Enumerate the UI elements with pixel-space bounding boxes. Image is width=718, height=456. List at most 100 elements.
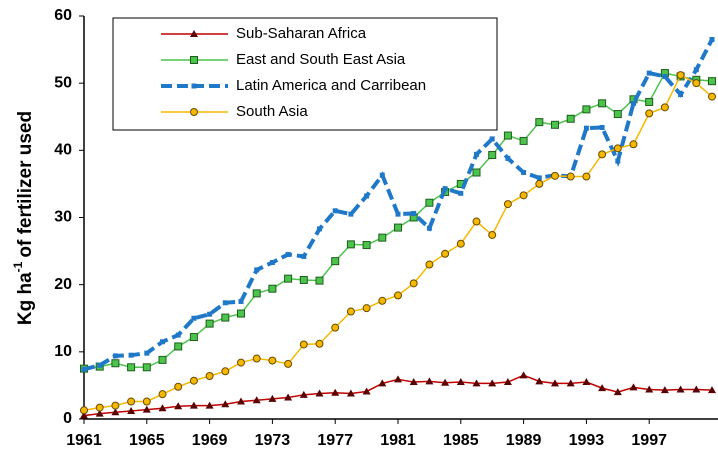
point bbox=[519, 191, 528, 200]
point bbox=[111, 359, 120, 368]
point bbox=[207, 311, 213, 317]
point bbox=[645, 385, 654, 393]
point bbox=[205, 401, 214, 409]
point bbox=[158, 404, 167, 412]
x-tick-label: 1985 bbox=[443, 432, 479, 449]
point bbox=[268, 356, 277, 365]
point bbox=[378, 296, 387, 305]
point bbox=[142, 405, 151, 413]
point bbox=[631, 100, 636, 106]
point bbox=[519, 371, 528, 379]
point bbox=[315, 276, 324, 285]
point bbox=[97, 362, 103, 368]
point bbox=[252, 396, 261, 404]
point bbox=[331, 388, 340, 396]
point bbox=[348, 211, 354, 217]
point bbox=[582, 105, 591, 114]
y-tick-label: 40 bbox=[54, 142, 72, 159]
point bbox=[613, 110, 622, 119]
point bbox=[456, 378, 465, 386]
point bbox=[693, 67, 699, 73]
point bbox=[299, 275, 308, 284]
point bbox=[317, 226, 322, 232]
point bbox=[442, 186, 448, 192]
y-label-sup: -1 bbox=[11, 261, 25, 272]
point bbox=[692, 79, 701, 88]
point bbox=[174, 342, 183, 351]
point bbox=[95, 403, 104, 412]
series bbox=[80, 371, 716, 419]
point bbox=[489, 136, 495, 142]
point bbox=[395, 211, 401, 217]
x-tick-label: 1977 bbox=[317, 432, 353, 449]
point bbox=[144, 350, 150, 356]
point bbox=[128, 352, 134, 358]
legend-label: South Asia bbox=[236, 103, 308, 120]
point bbox=[535, 377, 544, 385]
point bbox=[599, 124, 605, 130]
point bbox=[362, 387, 371, 395]
point bbox=[629, 140, 638, 149]
y-tick-label: 0 bbox=[63, 410, 72, 427]
point bbox=[315, 339, 324, 348]
point bbox=[189, 376, 198, 385]
y-tick-label: 30 bbox=[54, 209, 72, 226]
point bbox=[332, 208, 338, 214]
point bbox=[645, 97, 654, 106]
point bbox=[158, 355, 167, 364]
point bbox=[678, 92, 684, 98]
point bbox=[645, 109, 654, 118]
y-tick-label: 10 bbox=[54, 343, 72, 360]
point bbox=[503, 200, 512, 209]
point bbox=[221, 313, 230, 322]
point bbox=[472, 217, 481, 226]
point bbox=[221, 367, 230, 376]
point bbox=[456, 239, 465, 248]
point bbox=[158, 390, 167, 399]
point bbox=[676, 71, 685, 80]
point bbox=[284, 393, 293, 401]
point bbox=[582, 172, 591, 181]
point bbox=[112, 353, 118, 359]
point bbox=[205, 372, 214, 381]
series bbox=[80, 71, 716, 415]
point bbox=[708, 92, 716, 101]
point bbox=[488, 379, 497, 387]
point bbox=[160, 339, 165, 345]
legend-marker bbox=[190, 56, 198, 64]
point bbox=[331, 257, 340, 266]
point bbox=[81, 366, 87, 372]
x-tick-label: 1997 bbox=[631, 432, 667, 449]
point bbox=[615, 158, 621, 164]
y-tick-label: 60 bbox=[54, 7, 72, 24]
point bbox=[425, 377, 434, 385]
point bbox=[284, 274, 293, 283]
point bbox=[488, 230, 497, 239]
point bbox=[598, 99, 607, 108]
point bbox=[301, 253, 307, 259]
x-tick-label: 1973 bbox=[255, 432, 291, 449]
point bbox=[238, 298, 244, 304]
legend-marker bbox=[190, 30, 198, 37]
point bbox=[426, 225, 432, 231]
point bbox=[111, 401, 120, 410]
x-tick-label: 1981 bbox=[380, 432, 416, 449]
point bbox=[613, 388, 622, 396]
point bbox=[521, 169, 527, 175]
point bbox=[646, 70, 652, 76]
point bbox=[394, 291, 402, 300]
point bbox=[662, 73, 668, 79]
point bbox=[364, 193, 370, 199]
point bbox=[331, 323, 340, 332]
point bbox=[613, 144, 622, 153]
point bbox=[598, 150, 607, 159]
point bbox=[191, 315, 197, 321]
point bbox=[299, 340, 308, 349]
point bbox=[582, 378, 591, 386]
legend-marker bbox=[190, 108, 198, 116]
point bbox=[551, 379, 559, 387]
point bbox=[299, 390, 308, 398]
point bbox=[676, 385, 685, 393]
point bbox=[394, 223, 402, 232]
